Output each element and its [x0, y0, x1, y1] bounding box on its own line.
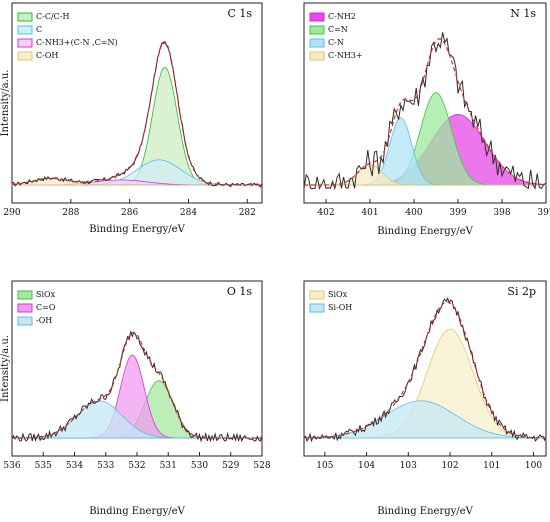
legend-swatch [17, 51, 33, 61]
x-tick-label: 290 [3, 208, 20, 218]
legend-swatch [309, 290, 325, 300]
legend-swatch [17, 38, 33, 48]
x-axis-label: Binding Energy/eV [89, 224, 185, 235]
x-tick-label: 102 [441, 461, 458, 471]
x-tick-label: 530 [191, 461, 208, 471]
panel-n1s: 402 401 400 399 398 397 Binding Energy/eV N 1s C… [303, 2, 550, 237]
x-tick-label: 402 [317, 208, 334, 218]
panel-title: Si 2p [507, 285, 536, 298]
legend-label: C=N [328, 25, 348, 34]
x-tick-label: 535 [35, 461, 52, 471]
x-tick-label: 288 [62, 208, 79, 218]
x-tick-label: 533 [97, 461, 114, 471]
panel-title: O 1s [227, 285, 253, 298]
legend-swatch [17, 316, 33, 326]
x-tick-label: 536 [3, 461, 20, 471]
legend-label: C-OH [36, 51, 58, 60]
x-tick-label: 105 [316, 461, 333, 471]
plot-frame [303, 2, 547, 204]
x-tick-label: 284 [180, 208, 197, 218]
x-axis-label: Binding Energy/eV [377, 226, 473, 237]
x-tick-label: 101 [483, 461, 500, 471]
legend-label: SiOx [36, 290, 56, 299]
x-tick-label: 103 [400, 461, 417, 471]
x-tick-label: 399 [449, 208, 466, 218]
fitted-envelope [304, 38, 547, 186]
plot-frame [303, 280, 547, 457]
x-tick-label: 286 [121, 208, 138, 218]
panel-title: C 1s [227, 7, 252, 20]
panel-title: N 1s [510, 7, 536, 20]
x-tick-label: 401 [361, 208, 378, 218]
x-tick-label: 398 [493, 208, 510, 218]
legend-label: C=O [36, 303, 56, 312]
x-tick-label: 282 [239, 208, 256, 218]
panel-si2p: 105 104 103 102 101 100 Binding Energy/eV Si 2p… [303, 280, 547, 517]
panel-o1s: 536 535 534 533 532 531 530 529 528 Binding Energ… [0, 280, 271, 517]
y-axis-label: Intensity/a.u. [0, 335, 11, 402]
legend-label: SiOx [328, 290, 348, 299]
x-tick-label: 528 [253, 461, 270, 471]
fitted-envelope [11, 41, 262, 186]
legend-label: C [36, 25, 42, 34]
legend-label: C-NH3+(C-N ,C=N) [36, 38, 118, 47]
legend-swatch [17, 25, 33, 35]
plot-frame [11, 2, 263, 204]
panel-c1s: 290 288 286 284 282 Binding Energy/eV Intensit… [0, 2, 263, 235]
x-tick-label: 104 [358, 461, 375, 471]
raw-spectrum [303, 296, 547, 443]
legend-label: C-N [328, 38, 344, 47]
legend-swatch [309, 38, 325, 48]
legend: C-NH2 C=N C-N C-NH3+ [309, 12, 363, 61]
x-axis-label: Binding Energy/eV [377, 506, 473, 517]
y-axis-label: Intensity/a.u. [0, 70, 11, 137]
legend: SiOx C=O -OH [17, 290, 56, 326]
x-tick-label: 532 [128, 461, 145, 471]
x-tick-label: 531 [160, 461, 177, 471]
x-tick-label: 400 [405, 208, 422, 218]
legend-swatch [309, 51, 325, 61]
legend-label: C-NH2 [328, 12, 356, 21]
legend-label: C-C/C-H [36, 12, 69, 21]
legend-swatch [309, 303, 325, 313]
x-tick-label: 534 [66, 461, 83, 471]
legend: SiOx Si-OH [309, 290, 352, 313]
x-axis-label: Binding Energy/eV [89, 506, 185, 517]
x-tick-label: 100 [525, 461, 542, 471]
raw-spectrum [303, 32, 547, 191]
legend-swatch [17, 303, 33, 313]
legend-swatch [17, 290, 33, 300]
legend-label: C-NH3+ [328, 51, 363, 60]
x-tick-label: 397 [537, 208, 550, 218]
legend: C-C/C-H C C-NH3+(C-N ,C=N) C-OH [17, 12, 118, 61]
legend-swatch [17, 12, 33, 22]
legend-label: Si-OH [328, 303, 352, 312]
fitted-envelope [12, 331, 262, 439]
legend-label: -OH [36, 316, 52, 325]
fitted-envelope [303, 301, 547, 439]
legend-swatch [309, 12, 325, 22]
legend-swatch [309, 25, 325, 35]
x-tick-label: 529 [222, 461, 239, 471]
